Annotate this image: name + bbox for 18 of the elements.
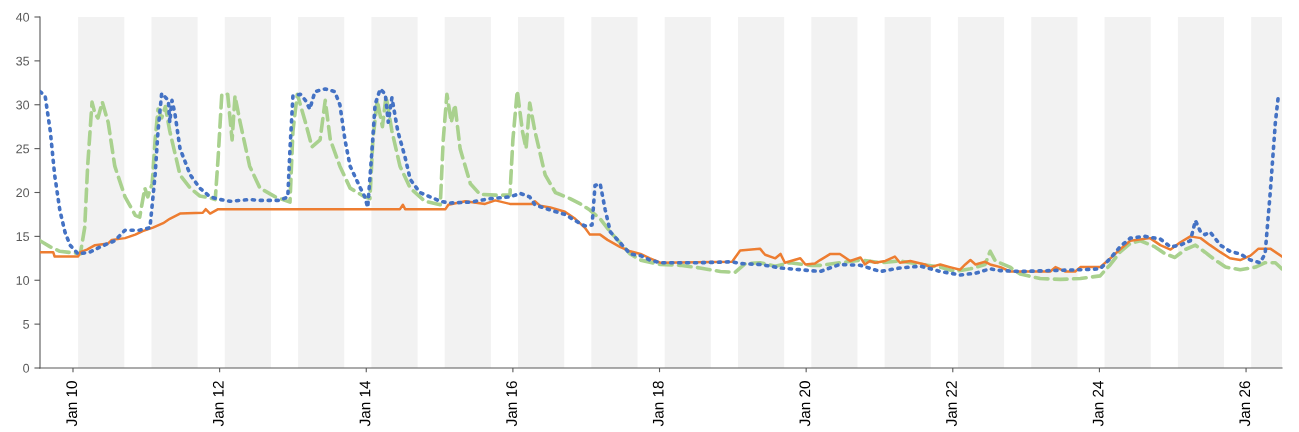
x-tick-label: Jan 24 — [1092, 380, 1104, 427]
x-tick-label: Jan 14 — [359, 380, 371, 427]
x-tick-label: Jan 16 — [506, 381, 517, 427]
y-tick-label: 5 — [23, 320, 30, 329]
y-tick-label: 35 — [16, 56, 30, 66]
y-tick-label: 15 — [16, 232, 30, 242]
x-tick-label: Jan 18 — [652, 381, 664, 427]
y-tick-label: 40 — [15, 12, 30, 22]
y-tick-label: 30 — [16, 100, 30, 110]
y-tick-label: 20 — [16, 188, 30, 198]
y-tick-label: 25 — [16, 144, 30, 154]
y-tick-label: 0 — [23, 363, 30, 373]
x-tick-label: Jan 26 — [1239, 381, 1251, 427]
x-tick-label: Jan 12 — [212, 381, 224, 427]
x-tick-label: Jan 10 — [66, 381, 78, 427]
y-tick-label: 10 — [16, 276, 30, 285]
x-tick-label: Jan 22 — [946, 381, 957, 427]
x-tick-label: Jan 20 — [799, 381, 811, 427]
